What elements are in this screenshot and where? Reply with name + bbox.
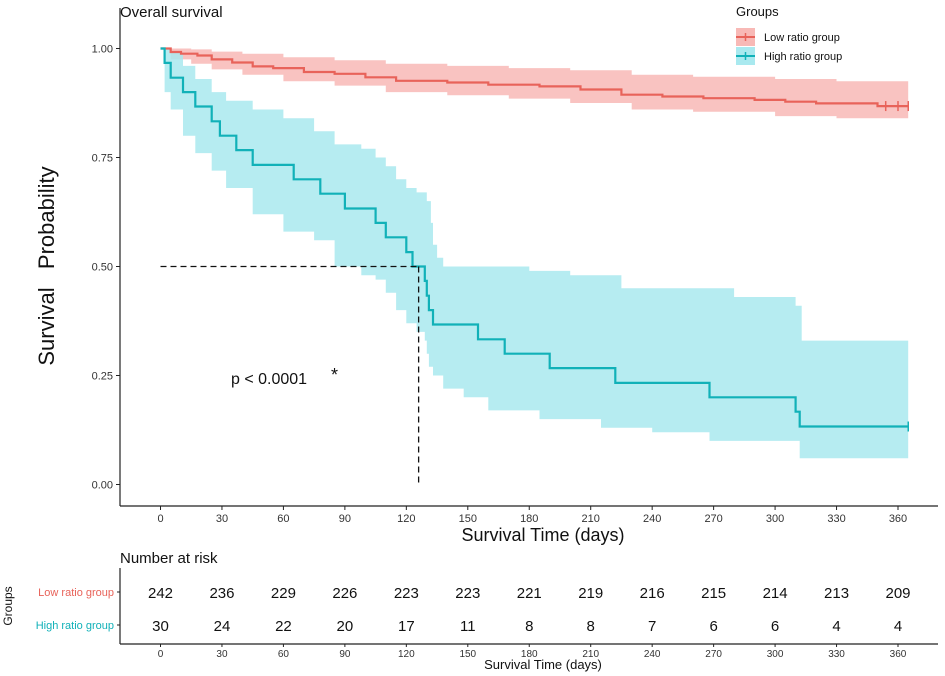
y-axis-label: Survival Probability [34,166,59,365]
legend: Groups Low ratio group High ratio group [736,4,842,65]
risk-value: 7 [648,618,656,635]
risk-x-tick-label: 330 [828,649,845,660]
x-tick-label: 300 [766,513,784,525]
confidence-bands [160,48,909,461]
risk-x-tick-label: 60 [278,649,290,660]
risk-x-tick-label: 90 [339,649,351,660]
legend-title: Groups [736,4,779,19]
x-tick-label: 330 [827,513,845,525]
risk-x-tick-label: 150 [459,649,476,660]
risk-value: 213 [824,585,849,602]
chart-title: Overall survival [120,4,223,21]
risk-value: 8 [525,618,533,635]
risk-x-tick-label: 210 [582,649,599,660]
risk-value: 24 [214,618,231,635]
survival-curves [160,47,909,432]
risk-table: Low ratio group 242 236 229 226 223 223 221 219 2… [36,568,938,660]
risk-value: 226 [332,585,357,602]
risk-value: 22 [275,618,292,635]
risk-value: 229 [271,585,296,602]
risk-x-tick-label: 240 [644,649,661,660]
x-tick-label: 180 [520,513,538,525]
risk-value: 223 [455,585,480,602]
risk-value: 242 [148,585,173,602]
y-tick-label: 0.50 [92,262,113,274]
risk-value: 4 [832,618,840,635]
x-tick-label: 30 [216,513,228,525]
survival-curve-low [160,47,909,108]
risk-x-tick-label: 300 [767,649,784,660]
survival-curve-high [160,47,909,428]
x-tick-label: 270 [704,513,722,525]
risk-value: 236 [209,585,234,602]
risk-value: 209 [885,585,910,602]
x-axis-label: Survival Time (days) [461,525,624,545]
risk-value: 215 [701,585,726,602]
x-tick-label: 360 [889,513,907,525]
risk-value: 20 [337,618,354,635]
risk-value: 6 [709,618,717,635]
y-tick-label: 0.00 [92,480,113,492]
y-tick-label: 0.75 [92,153,113,165]
x-tick-label: 0 [157,513,163,525]
risk-row-label: High ratio group [36,620,114,632]
risk-table-x-label: Survival Time (days) [484,657,602,672]
risk-value: 219 [578,585,603,602]
confidence-band-low [160,48,909,125]
risk-table-y-label: Groups [1,586,15,625]
y-tick-label: 1.00 [92,44,113,56]
risk-row-label: Low ratio group [38,587,114,599]
risk-x-tick-label: 0 [158,649,164,660]
risk-value: 8 [587,618,595,635]
x-tick-label: 60 [277,513,289,525]
risk-value: 216 [640,585,665,602]
risk-value: 214 [763,585,788,602]
p-value-annotation: p < 0.0001 * [231,365,338,388]
risk-value: 223 [394,585,419,602]
p-value-star: * [331,365,338,385]
x-tick-label: 240 [643,513,661,525]
risk-value: 6 [771,618,779,635]
risk-x-tick-label: 120 [398,649,415,660]
plot-area [160,47,909,485]
confidence-band-high [160,48,909,461]
risk-x-tick-label: 30 [216,649,228,660]
risk-x-tick-label: 270 [705,649,722,660]
x-tick-label: 120 [397,513,415,525]
risk-value: 30 [152,618,169,635]
risk-x-tick-label: 360 [890,649,907,660]
risk-table-title: Number at risk [120,550,218,567]
x-tick-label: 150 [459,513,477,525]
legend-label: Low ratio group [764,32,840,44]
median-lines [160,265,420,485]
risk-value: 221 [517,585,542,602]
p-value-text: p < 0.0001 [231,371,307,388]
risk-x-tick-label: 180 [521,649,538,660]
risk-value: 11 [460,618,476,635]
y-tick-label: 0.25 [92,371,113,383]
x-tick-label: 90 [339,513,351,525]
legend-label: High ratio group [764,51,842,63]
x-tick-label: 210 [582,513,600,525]
axes: 0.00 0.25 0.50 0.75 1.00 0 30 60 90 120 150 180 210 2… [92,8,938,525]
risk-value: 17 [398,618,415,635]
risk-value: 4 [894,618,902,635]
